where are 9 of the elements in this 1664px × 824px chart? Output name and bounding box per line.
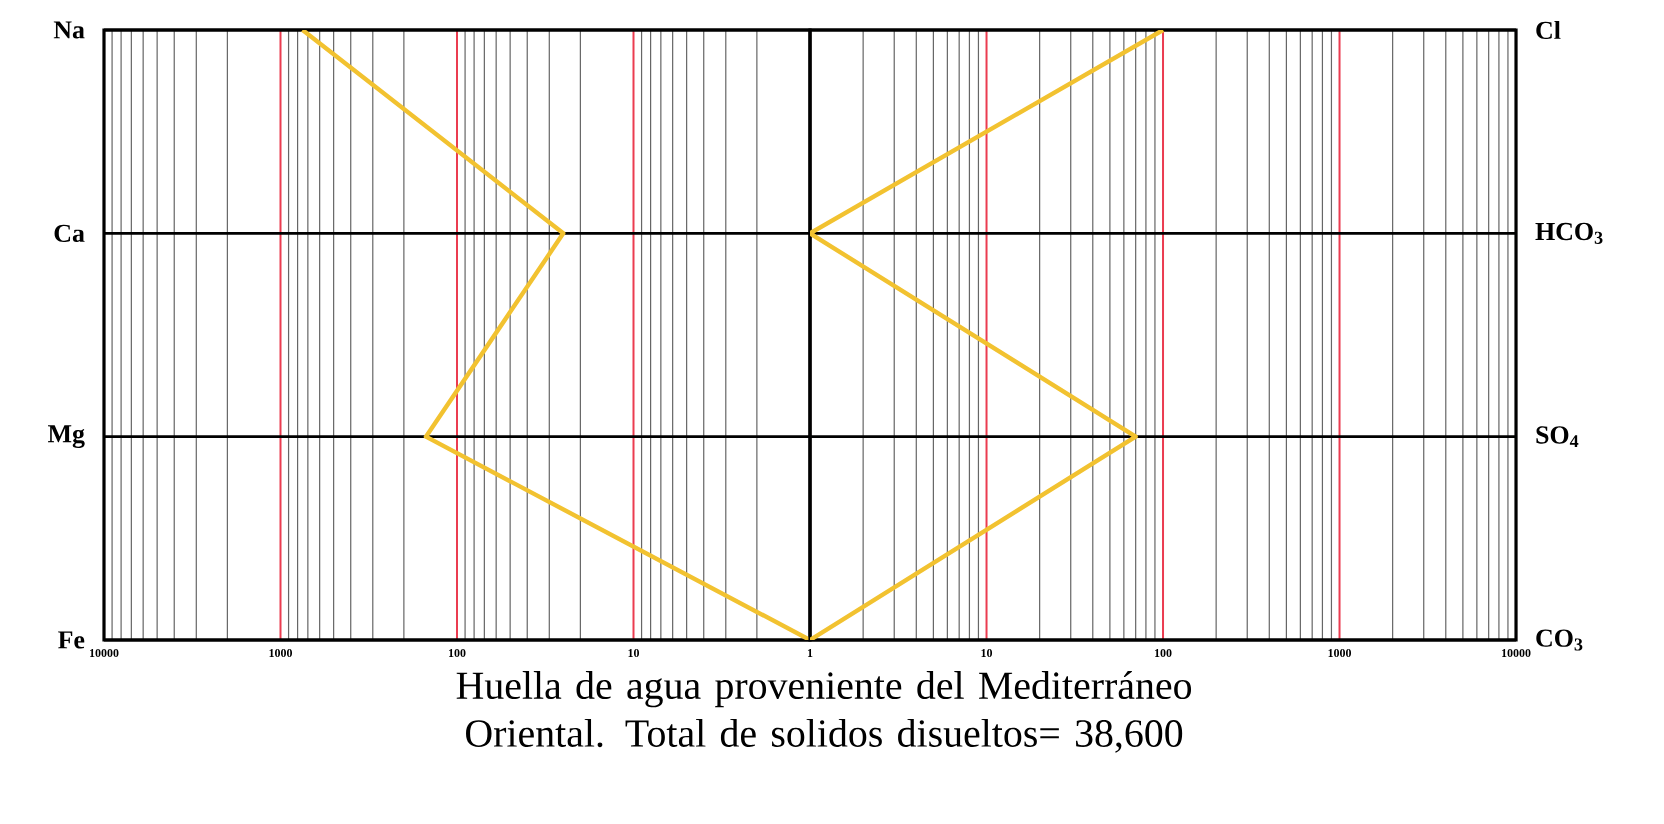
y-tick-label: Cl [1536,20,1561,40]
text: Huella de agua proveniente del Mediterráneo Oriental. Total de solidos disueltos= 38,600 [456,671,1192,753]
y-tick-label: Ca [54,224,85,243]
y-tick-label: CO$_{3}$ [1536,629,1583,651]
y-tick-label: HCO$_{3}$ [1535,222,1603,244]
y-tick-label: SO$_{4}$ [1536,426,1579,448]
y-tick-label: Fe [58,631,85,649]
y-tick-label: Na [53,21,85,39]
y-tick-label: Mg [48,425,85,449]
